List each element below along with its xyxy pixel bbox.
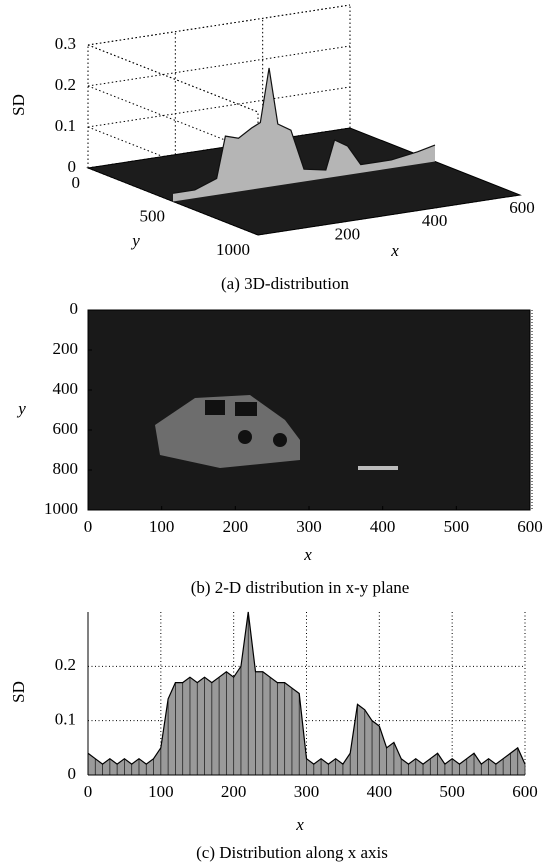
x-tick-label: 400 xyxy=(370,517,396,536)
car-window xyxy=(235,402,257,416)
area-line xyxy=(88,612,525,764)
z-tick-label: 0.3 xyxy=(55,34,76,53)
x-tick-label: 0 xyxy=(84,517,93,536)
x-tick-label: 100 xyxy=(148,782,174,801)
light-patch xyxy=(358,466,398,470)
x-tick-label: 400 xyxy=(367,782,393,801)
x-axis-label: x xyxy=(295,815,304,834)
x-axis-label: x xyxy=(390,241,399,260)
x-tick-label: 200 xyxy=(335,225,361,244)
caption: (a) 3D-distribution xyxy=(221,274,349,293)
x-tick-label: 200 xyxy=(221,782,247,801)
y-tick-label: 1000 xyxy=(216,240,250,259)
x-tick-label: 200 xyxy=(223,517,249,536)
z-axis-label: SD xyxy=(9,94,28,116)
car-wheel xyxy=(273,433,287,447)
x-tick-label: 500 xyxy=(439,782,465,801)
y-tick-label: 800 xyxy=(53,459,79,478)
image-background xyxy=(88,310,530,510)
x-tick-label: 100 xyxy=(149,517,175,536)
y-tick-label: 200 xyxy=(53,339,79,358)
x-tick-label: 600 xyxy=(509,198,535,217)
grid-line xyxy=(88,87,350,127)
y-tick-label: 1000 xyxy=(44,499,78,518)
x-tick-label: 600 xyxy=(517,517,543,536)
x-tick-label: 400 xyxy=(422,211,448,230)
figure: SD y x (a) 3D-distribution y x (b) 2-D d… xyxy=(0,0,552,867)
y-axis-label: SD xyxy=(9,681,28,703)
grid-line xyxy=(88,46,350,86)
caption: (c) Distribution along x axis xyxy=(196,843,388,862)
car-wheel xyxy=(238,430,252,444)
x-axis-label: x xyxy=(303,545,312,564)
y-tick-label: 500 xyxy=(140,206,166,225)
grid-line xyxy=(88,45,258,112)
y-tick-label: 0.2 xyxy=(55,655,76,674)
y-axis-label: y xyxy=(16,399,26,418)
x-tick-label: 300 xyxy=(296,517,322,536)
z-tick-label: 0.1 xyxy=(55,116,76,135)
caption: (b) 2-D distribution in x-y plane xyxy=(191,578,410,597)
car-window xyxy=(205,400,225,415)
z-tick-label: 0.2 xyxy=(55,75,76,94)
y-tick-label: 0 xyxy=(72,173,81,192)
y-tick-label: 0 xyxy=(70,299,79,318)
y-axis-label: y xyxy=(130,231,140,250)
y-tick-label: 0.1 xyxy=(55,710,76,729)
y-tick-label: 0 xyxy=(68,764,77,783)
y-tick-label: 600 xyxy=(53,419,79,438)
x-tick-label: 600 xyxy=(512,782,538,801)
x-tick-label: 300 xyxy=(294,782,320,801)
x-tick-label: 500 xyxy=(444,517,470,536)
grid-line xyxy=(88,5,350,45)
x-tick-label: 0 xyxy=(84,782,93,801)
y-tick-label: 400 xyxy=(53,379,79,398)
